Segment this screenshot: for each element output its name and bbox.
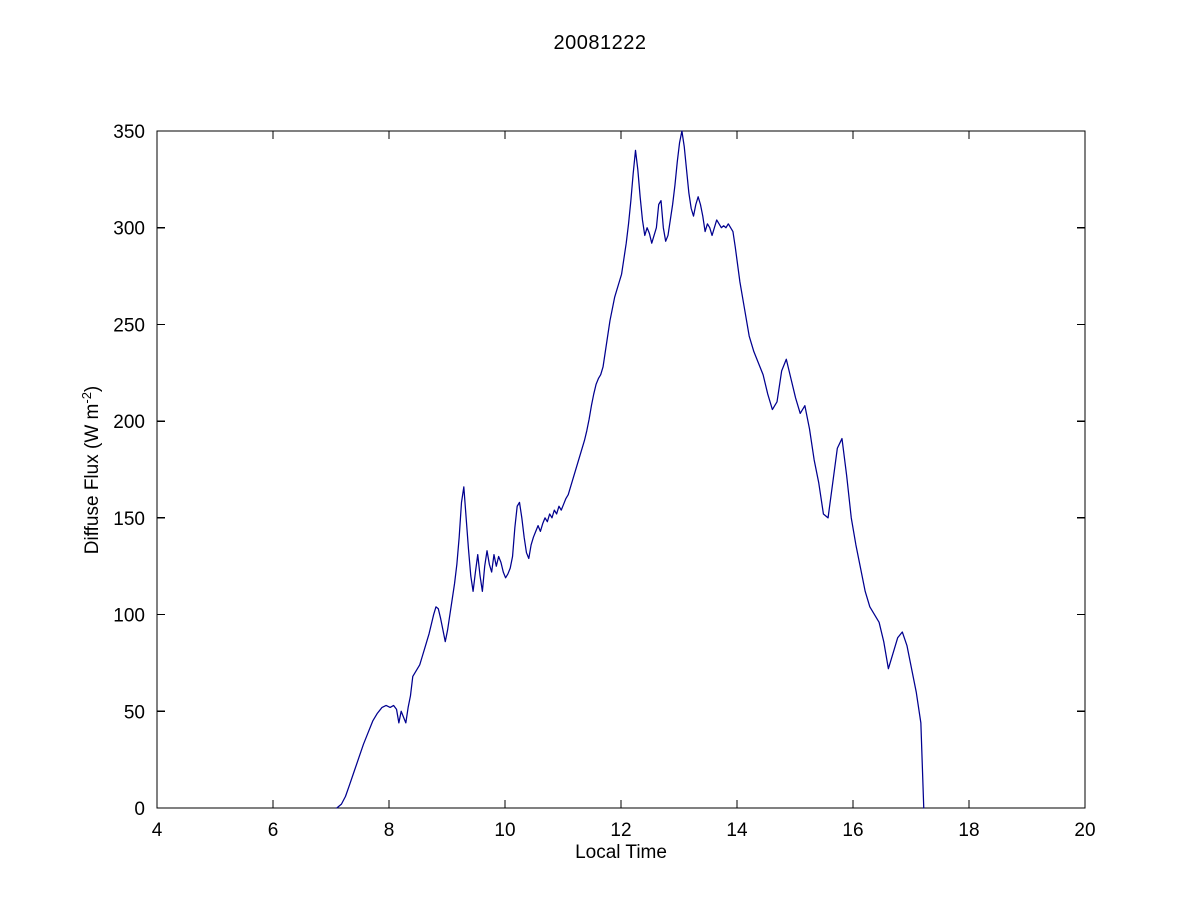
y-axis-ticks: 0 50 100 150 200 250 300 350 — [113, 122, 1085, 820]
y-axis-title: Diffuse Flux (W m-2) — [79, 386, 103, 555]
x-tick-label: 16 — [842, 820, 863, 841]
y-tick-label: 350 — [113, 122, 145, 143]
y-tick-label: 50 — [124, 702, 145, 723]
x-tick-label: 8 — [384, 820, 395, 841]
axes-box — [156, 130, 1086, 809]
y-tick-label: 250 — [113, 315, 145, 336]
x-tick-label: 10 — [494, 820, 515, 841]
data-series-line — [336, 130, 925, 809]
y-tick-label: 300 — [113, 219, 145, 240]
x-tick-label: 14 — [726, 820, 748, 841]
x-tick-label: 4 — [152, 820, 163, 841]
y-axis-title-exponent: -2 — [79, 392, 94, 404]
y-tick-label: 150 — [113, 509, 145, 530]
y-tick-label: 100 — [113, 606, 145, 627]
y-axis-title-base: Diffuse Flux (W m — [82, 404, 103, 555]
y-tick-label: 200 — [113, 412, 145, 433]
page-title: 20081222 — [553, 32, 647, 54]
y-tick-label: 0 — [134, 799, 145, 820]
x-tick-label: 6 — [268, 820, 279, 841]
x-axis-ticks: 4 6 8 10 12 14 16 18 20 — [152, 131, 1096, 841]
x-tick-label: 18 — [958, 820, 979, 841]
x-tick-label: 20 — [1074, 820, 1095, 841]
y-axis-title-tail: ) — [82, 386, 103, 392]
x-tick-label: 12 — [610, 820, 631, 841]
svg-text:Diffuse Flux (W m-2): Diffuse Flux (W m-2) — [79, 386, 103, 555]
x-axis-title: Local Time — [575, 842, 667, 863]
